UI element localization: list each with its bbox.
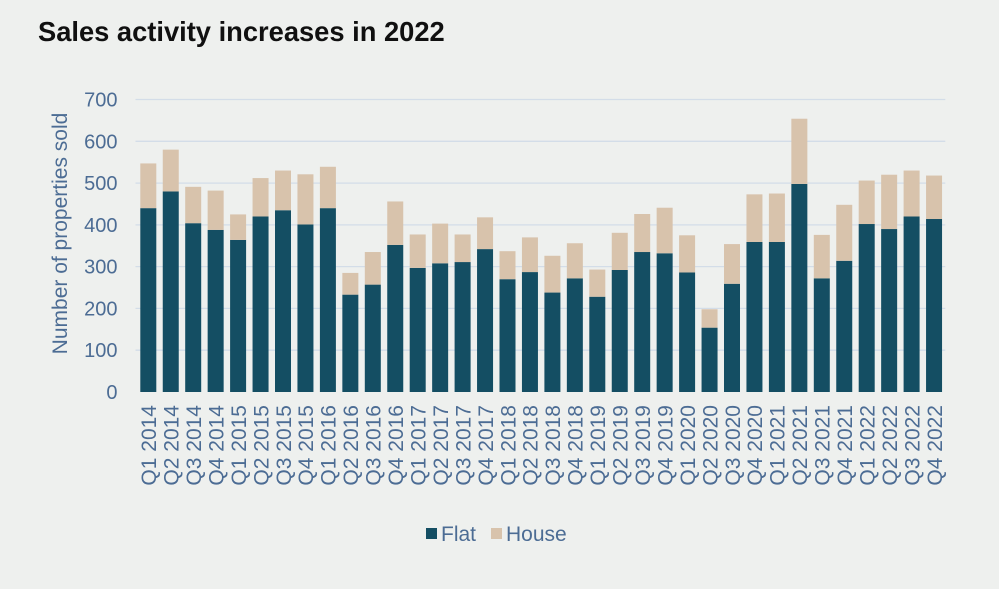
svg-text:Number of properties sold: Number of properties sold [49,113,72,355]
svg-text:Q3 2019: Q3 2019 [632,405,655,486]
svg-text:Q2 2021: Q2 2021 [789,405,812,486]
svg-text:Q3 2017: Q3 2017 [452,405,475,486]
svg-text:Q1 2016: Q1 2016 [318,405,341,486]
svg-text:Q2 2022: Q2 2022 [879,405,902,486]
svg-text:Q1 2015: Q1 2015 [228,405,251,486]
svg-text:Q1 2014: Q1 2014 [138,405,161,486]
svg-text:Q3 2020: Q3 2020 [722,405,745,486]
svg-text:Q4 2022: Q4 2022 [924,405,947,486]
svg-text:House: House [506,523,567,546]
svg-text:Q4 2018: Q4 2018 [565,405,588,486]
svg-text:Flat: Flat [441,523,476,546]
svg-text:200: 200 [84,298,117,320]
svg-text:Q2 2017: Q2 2017 [430,405,453,486]
svg-text:Q2 2018: Q2 2018 [520,405,543,486]
svg-text:Q1 2020: Q1 2020 [677,405,700,486]
svg-text:Q4 2017: Q4 2017 [475,405,498,486]
svg-text:Q4 2021: Q4 2021 [834,405,857,486]
svg-text:Q1 2017: Q1 2017 [407,405,430,486]
svg-text:Q2 2014: Q2 2014 [161,405,184,486]
svg-text:Q3 2018: Q3 2018 [542,405,565,486]
svg-text:Q2 2016: Q2 2016 [340,405,363,486]
svg-text:Q4 2019: Q4 2019 [654,405,677,486]
svg-text:100: 100 [84,340,117,362]
svg-text:Q2 2015: Q2 2015 [250,405,273,486]
svg-text:700: 700 [84,90,117,112]
svg-text:Q3 2015: Q3 2015 [273,405,296,486]
svg-text:Q3 2022: Q3 2022 [901,405,924,486]
svg-text:Q1 2019: Q1 2019 [587,405,610,486]
svg-text:300: 300 [84,257,117,279]
svg-text:Sales activity increases in 20: Sales activity increases in 2022 [38,16,445,47]
svg-text:Q4 2015: Q4 2015 [295,405,318,486]
svg-text:Q3 2014: Q3 2014 [183,405,206,486]
svg-text:600: 600 [84,131,117,153]
svg-text:Q1 2022: Q1 2022 [856,405,879,486]
svg-text:500: 500 [84,173,117,195]
svg-text:Q3 2016: Q3 2016 [363,405,386,486]
svg-text:Q4 2014: Q4 2014 [205,405,228,486]
svg-text:Q1 2021: Q1 2021 [767,405,790,486]
svg-text:Q2 2019: Q2 2019 [610,405,633,486]
svg-text:400: 400 [84,215,117,237]
svg-text:0: 0 [106,382,117,404]
svg-text:Q4 2016: Q4 2016 [385,405,408,486]
svg-text:Q4 2020: Q4 2020 [744,405,767,486]
svg-text:Q3 2021: Q3 2021 [812,405,835,486]
svg-text:Q2 2020: Q2 2020 [699,405,722,486]
svg-text:Q1 2018: Q1 2018 [497,405,520,486]
